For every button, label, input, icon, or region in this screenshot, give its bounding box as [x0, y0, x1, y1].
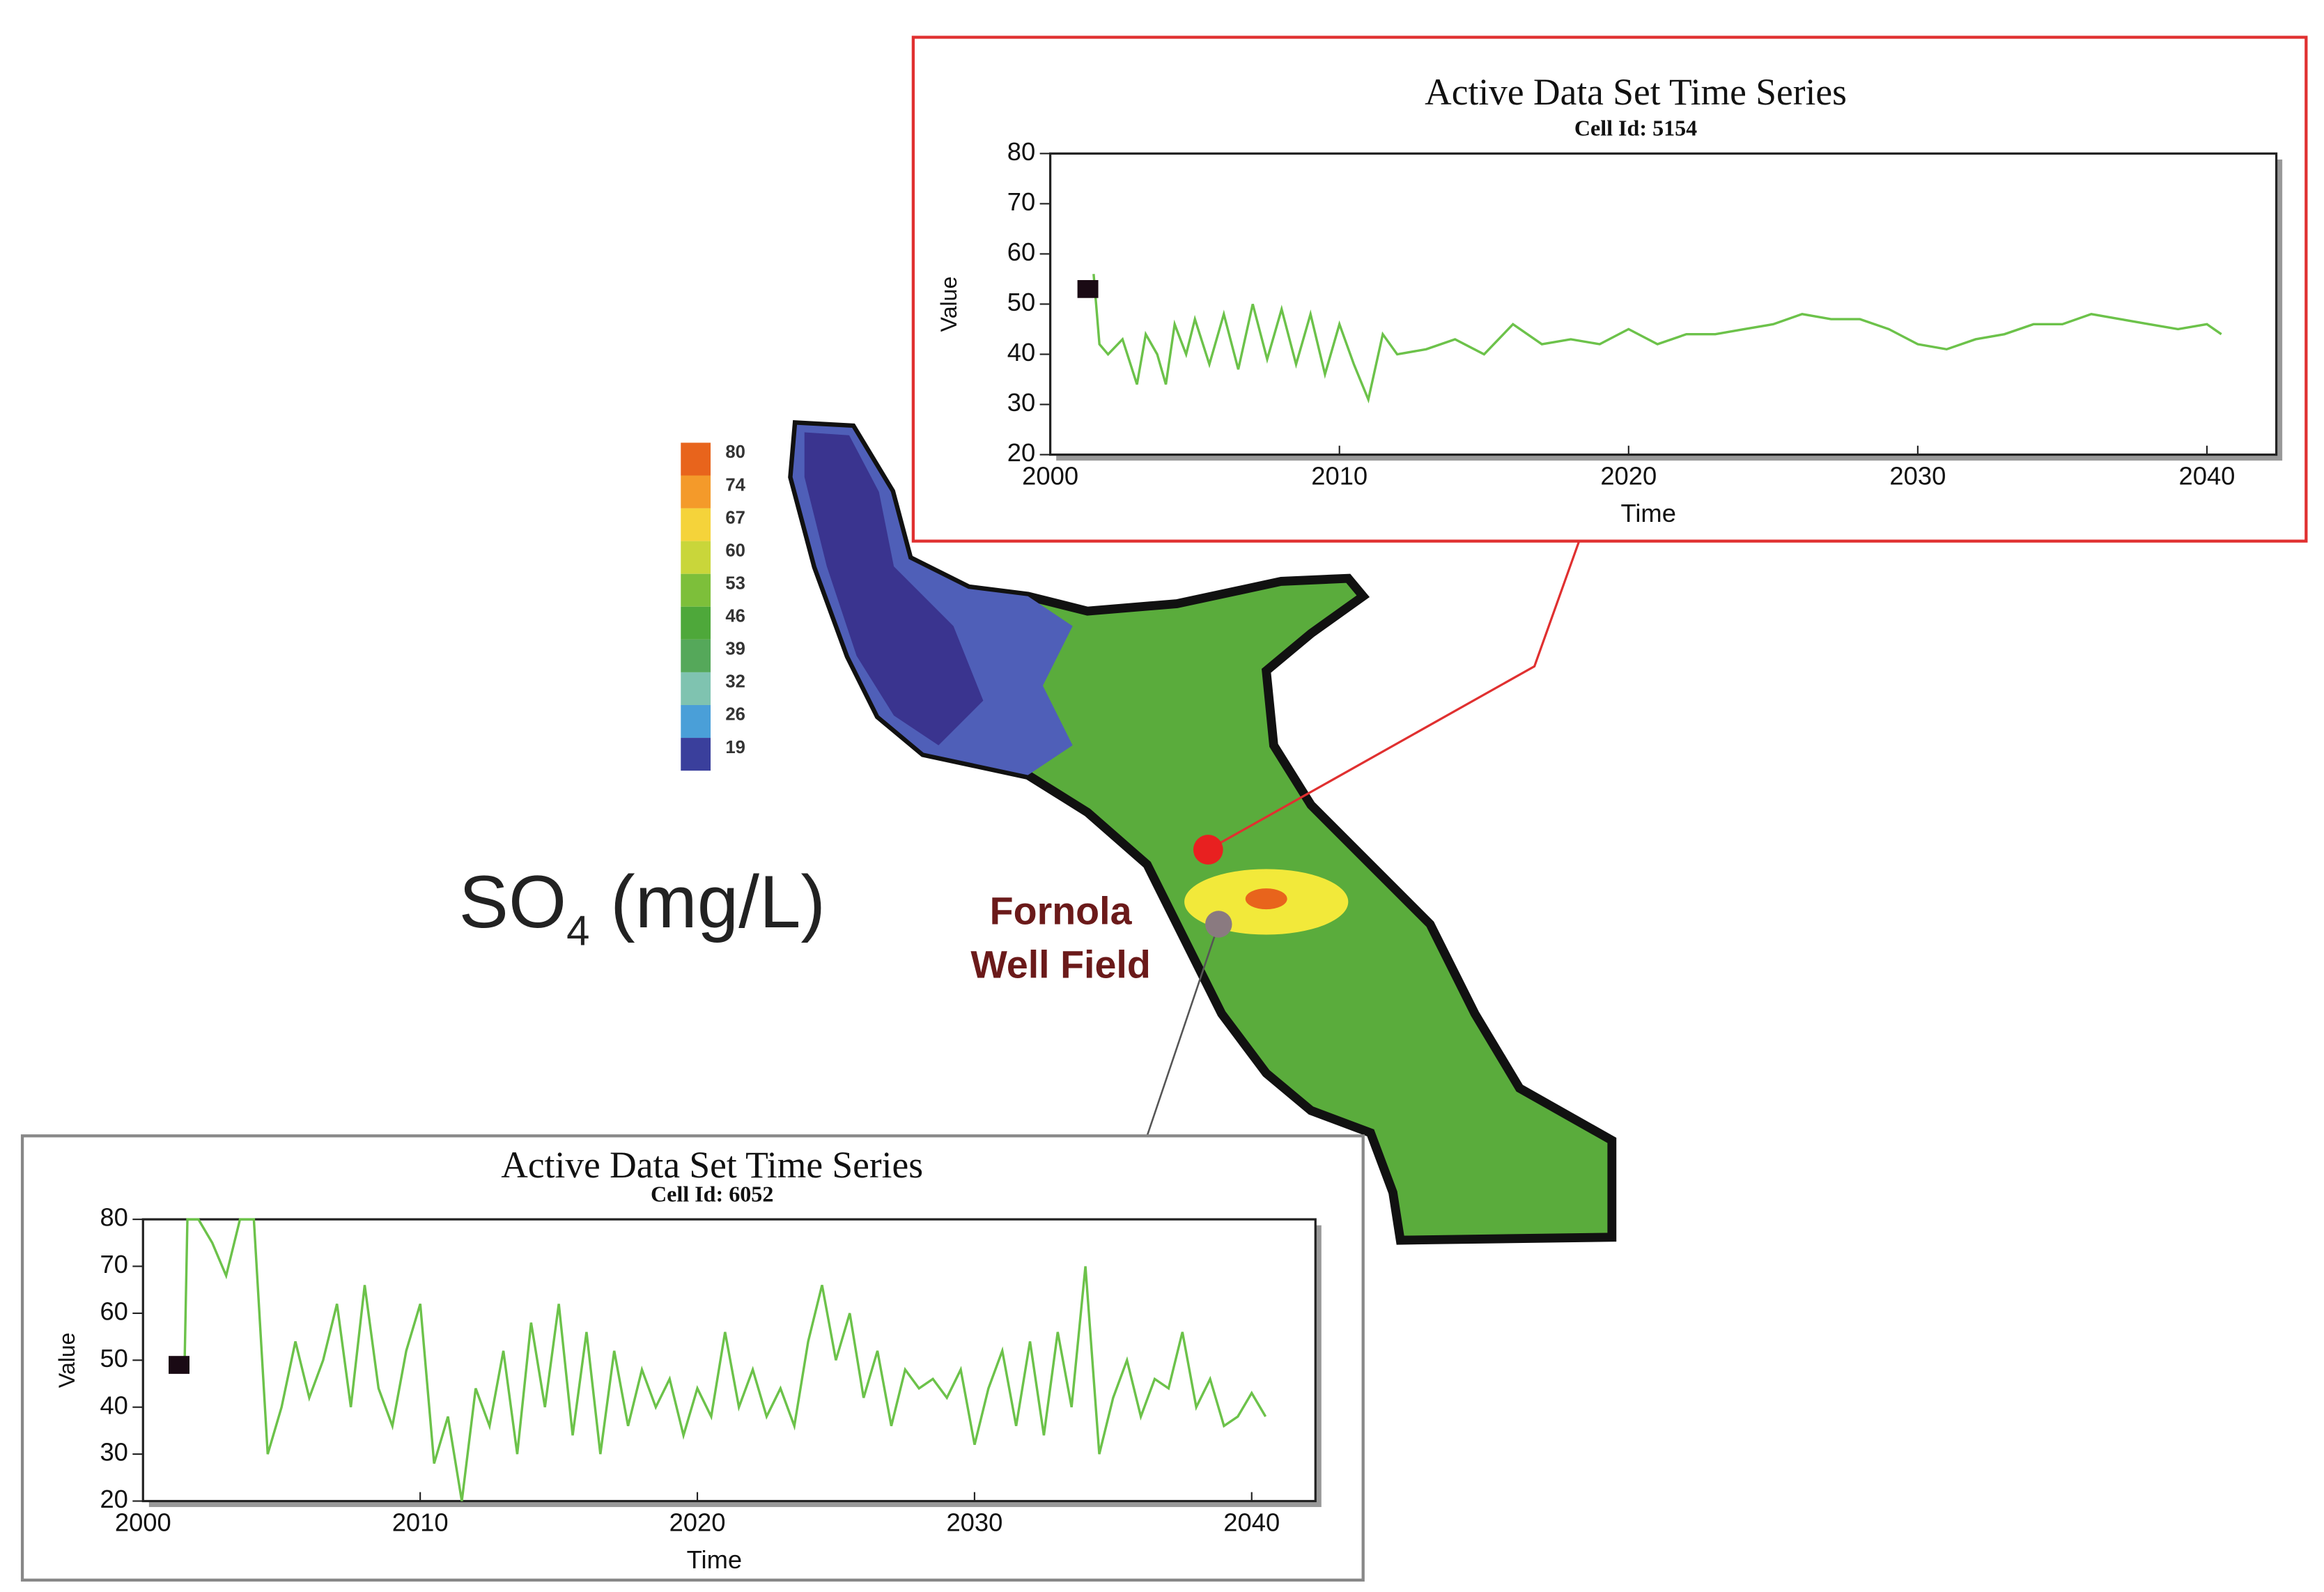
legend-swatch	[681, 738, 711, 771]
y-axis-label: Value	[936, 277, 961, 332]
label-main: SO	[459, 860, 566, 943]
x-tick-label: 2010	[1311, 461, 1368, 490]
x-tick-label: 2020	[669, 1508, 726, 1536]
legend-label: 60	[725, 541, 745, 560]
x-tick-label: 2000	[1022, 461, 1078, 490]
y-tick-label: 50	[1007, 288, 1035, 316]
legend-label: 46	[725, 607, 745, 626]
x-axis-label: Time	[1620, 499, 1675, 527]
y-tick-label: 80	[1007, 137, 1035, 166]
x-tick-label: 2000	[115, 1508, 171, 1536]
y-tick-label: 40	[1007, 338, 1035, 366]
y-tick-label: 30	[100, 1438, 127, 1467]
leader-line	[1207, 541, 1581, 851]
map-peak-zone	[1245, 888, 1287, 910]
x-tick-label: 2040	[2179, 461, 2236, 490]
legend-swatch	[681, 639, 711, 672]
map-label: SO4 (mg/L)	[459, 860, 826, 955]
chart-title: Active Data Set Time Series	[501, 1144, 923, 1186]
legend-label: 80	[725, 442, 745, 462]
chart-subtitle: Cell Id: 6052	[651, 1181, 773, 1206]
y-tick-label: 40	[100, 1391, 127, 1419]
x-tick-label: 2030	[1889, 461, 1946, 490]
legend-label: 74	[725, 475, 745, 495]
charts: Active Data Set Time Series Cell Id: 5154…	[20, 36, 2308, 1582]
y-axis-label: Value	[54, 1332, 79, 1388]
x-tick-label: 2020	[1600, 461, 1657, 490]
map-lowest-zone	[804, 432, 984, 745]
y-tick-label: 50	[100, 1344, 127, 1373]
legend-label: 32	[725, 672, 745, 692]
legend-label: 67	[725, 508, 745, 527]
y-tick-label: 80	[100, 1203, 127, 1232]
legend-swatch	[681, 508, 711, 541]
x-tick-label: 2010	[392, 1508, 449, 1536]
y-tick-label: 60	[1007, 238, 1035, 266]
well-field-label: Fornola	[990, 889, 1133, 932]
legend-swatch	[681, 672, 711, 705]
legend-swatch	[681, 573, 711, 607]
color-legend: 80 74 67 60 53 46 39 32 26 19	[681, 442, 746, 771]
y-tick-label: 70	[1007, 187, 1035, 216]
legend-label: 39	[725, 640, 745, 659]
x-tick-label: 2030	[946, 1508, 1002, 1536]
leader-line	[1146, 924, 1220, 1136]
point-marker	[1077, 280, 1099, 298]
cell-point[interactable]	[1193, 835, 1223, 865]
x-tick-label: 2040	[1223, 1508, 1280, 1536]
plot-area	[1049, 152, 2278, 456]
series-line	[183, 1218, 1267, 1501]
legend-swatch	[681, 541, 711, 574]
label-sub: 4	[566, 907, 589, 954]
cell-point[interactable]	[1205, 911, 1232, 938]
legend-swatch	[681, 704, 711, 739]
legend-swatch	[681, 475, 711, 509]
x-axis-label: Time	[687, 1545, 742, 1574]
point-marker	[169, 1356, 189, 1374]
y-tick-label: 60	[100, 1297, 127, 1326]
chart-title: Active Data Set Time Series	[1425, 71, 1847, 113]
legend-label: 53	[725, 573, 745, 593]
legend-swatch	[681, 442, 711, 476]
legend-label: 19	[725, 738, 745, 757]
series-line	[1092, 274, 2222, 404]
label-unit: (mg/L)	[589, 860, 826, 943]
y-tick-label: 20	[100, 1485, 127, 1513]
y-tick-label: 70	[100, 1250, 127, 1278]
legend-label: 26	[725, 705, 745, 725]
y-tick-label: 30	[1007, 388, 1035, 417]
legend-swatch	[681, 606, 711, 640]
y-tick-label: 20	[1007, 438, 1035, 467]
chart-subtitle: Cell Id: 5154	[1574, 116, 1697, 141]
well-field-label: Well Field	[970, 943, 1150, 987]
